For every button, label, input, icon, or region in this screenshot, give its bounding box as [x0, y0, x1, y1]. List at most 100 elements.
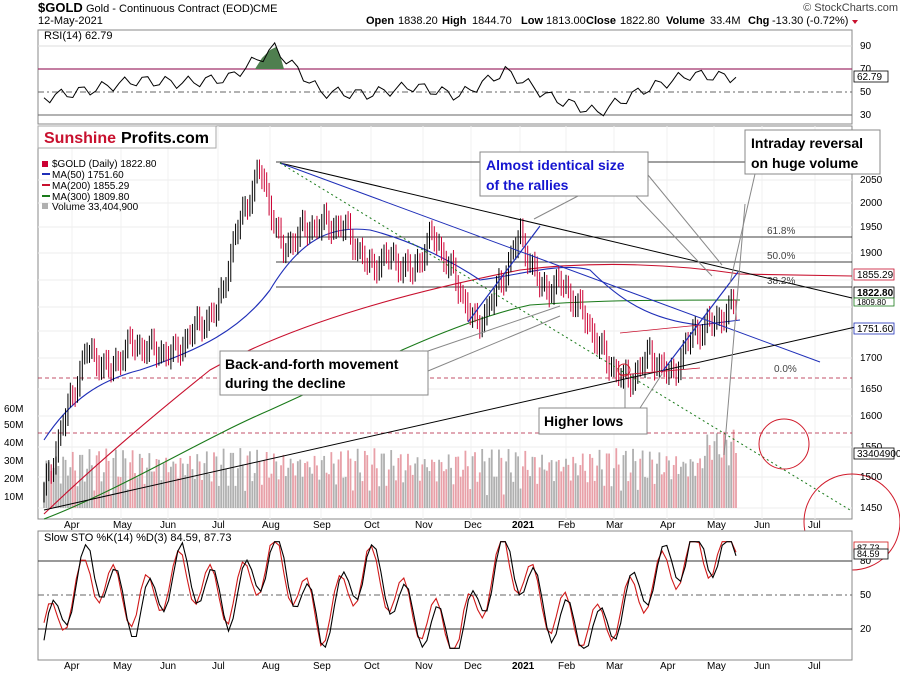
volume-bar — [287, 467, 290, 508]
volume-bar — [636, 489, 639, 508]
price-tick-1650: 1650 — [860, 384, 883, 395]
legend-price-swatch — [42, 161, 48, 167]
volume-bar — [478, 472, 481, 508]
volume-bar — [153, 471, 156, 508]
ma200-line — [43, 263, 853, 515]
sto-k-badge-value: 84.59 — [857, 549, 880, 559]
volume-bar — [735, 453, 737, 508]
symbol-title: $GOLD — [38, 0, 83, 15]
volume-bar — [665, 456, 668, 508]
volume-bar — [299, 459, 302, 508]
volume-bar — [134, 473, 136, 508]
volume-bar — [677, 473, 680, 508]
volume-bar — [227, 485, 230, 508]
sto-xtick-apr: Apr — [64, 661, 80, 672]
volume-bar — [624, 450, 627, 508]
watermark: © StockCharts.com — [803, 2, 898, 14]
volume-bar — [239, 448, 242, 508]
volume-bar — [268, 477, 270, 508]
volume-bar — [687, 476, 690, 508]
xtick-jun2: Jun — [754, 520, 770, 531]
volume-bar — [548, 462, 551, 508]
volume-bar — [304, 463, 306, 508]
volume-bar — [450, 467, 452, 508]
volume-bar — [598, 449, 601, 508]
xtick-may2: May — [707, 520, 726, 531]
logo-profits: Profits.com — [121, 130, 209, 147]
volume-bar — [572, 456, 575, 508]
price-tick-1900: 1900 — [860, 248, 883, 259]
volume-bar — [95, 455, 98, 508]
volume-bar — [574, 463, 577, 508]
resistance-trendline — [279, 162, 853, 299]
volume-bar — [107, 460, 110, 508]
volume-bar — [349, 458, 352, 508]
price-tick-1450: 1450 — [860, 503, 883, 514]
sto-xtick-nov: Nov — [415, 661, 433, 672]
long-support-trendline — [43, 325, 861, 511]
volume-bar — [210, 481, 213, 508]
volume-bar — [498, 449, 500, 508]
volume-bar — [409, 465, 412, 508]
volume-bar — [71, 451, 74, 508]
volume-bar — [505, 461, 508, 508]
backforth-callout-line2: during the decline — [225, 375, 346, 391]
high-label: High — [442, 15, 467, 27]
open-value: 1838.20 — [398, 15, 438, 27]
volume-bar — [86, 468, 89, 508]
volume-bar — [517, 456, 520, 508]
volume-bar — [141, 457, 144, 508]
volume-bar — [481, 448, 484, 508]
volume-bar — [383, 453, 385, 508]
volume-bar — [718, 454, 721, 508]
volume-bar — [124, 458, 127, 508]
volume-bar — [526, 469, 529, 508]
volume-bar — [682, 461, 685, 508]
rsi-panel: RSI(14) 62.79 90 70 50 30 62.79 — [37, 29, 889, 125]
volume-bar — [550, 460, 553, 508]
volume-bar — [672, 464, 675, 508]
volume-bar — [684, 463, 687, 508]
volume-bar — [177, 478, 179, 508]
volume-bar — [435, 481, 438, 508]
volume-bar — [162, 463, 165, 508]
volume-bar — [280, 465, 282, 508]
price-panel: 61.8% 50.0% 38.2% 0.0% $GOLD (Daily) 182… — [4, 125, 900, 571]
ma50-badge — [853, 322, 895, 335]
close-value: 1822.80 — [620, 15, 660, 27]
volume-bar — [313, 455, 316, 508]
volume-bar — [170, 466, 172, 508]
volume-bar — [74, 470, 77, 508]
volume-bar — [328, 474, 330, 508]
volume-bar — [512, 481, 515, 508]
volume-bar — [52, 467, 55, 508]
volume-bar — [392, 465, 395, 508]
rallies-callout-box — [479, 151, 649, 197]
volume-bar — [732, 429, 735, 508]
sto-tick-50: 50 — [860, 590, 872, 601]
volume-bar — [375, 468, 378, 508]
vol-tick-10m: 10M — [4, 492, 23, 503]
volume-bar — [579, 465, 582, 508]
volume-bar — [457, 456, 460, 508]
volume-bar — [555, 461, 558, 508]
rallies-callout-line1: Almost identical size — [486, 157, 625, 173]
rsi-tick-30: 30 — [860, 110, 872, 121]
volume-bar — [653, 483, 656, 508]
legend-price: $GOLD (Daily) 1822.80 — [52, 159, 157, 170]
price-legend: $GOLD (Daily) 1822.80 MA(50) 1751.60 MA(… — [42, 159, 157, 213]
volume-bar — [359, 472, 361, 508]
volume-bar — [646, 477, 649, 508]
volume-bar — [193, 478, 196, 508]
volume-bar — [529, 476, 531, 508]
price-tick-1550: 1550 — [860, 442, 883, 453]
logo-box — [37, 125, 217, 149]
volume-bar — [488, 457, 491, 508]
xtick-jul: Jul — [212, 520, 225, 531]
volume-bar — [524, 450, 527, 508]
volume-bar — [727, 465, 730, 508]
volume-bar — [601, 469, 603, 508]
volume-bar — [730, 441, 733, 508]
volume-bar — [79, 454, 81, 508]
